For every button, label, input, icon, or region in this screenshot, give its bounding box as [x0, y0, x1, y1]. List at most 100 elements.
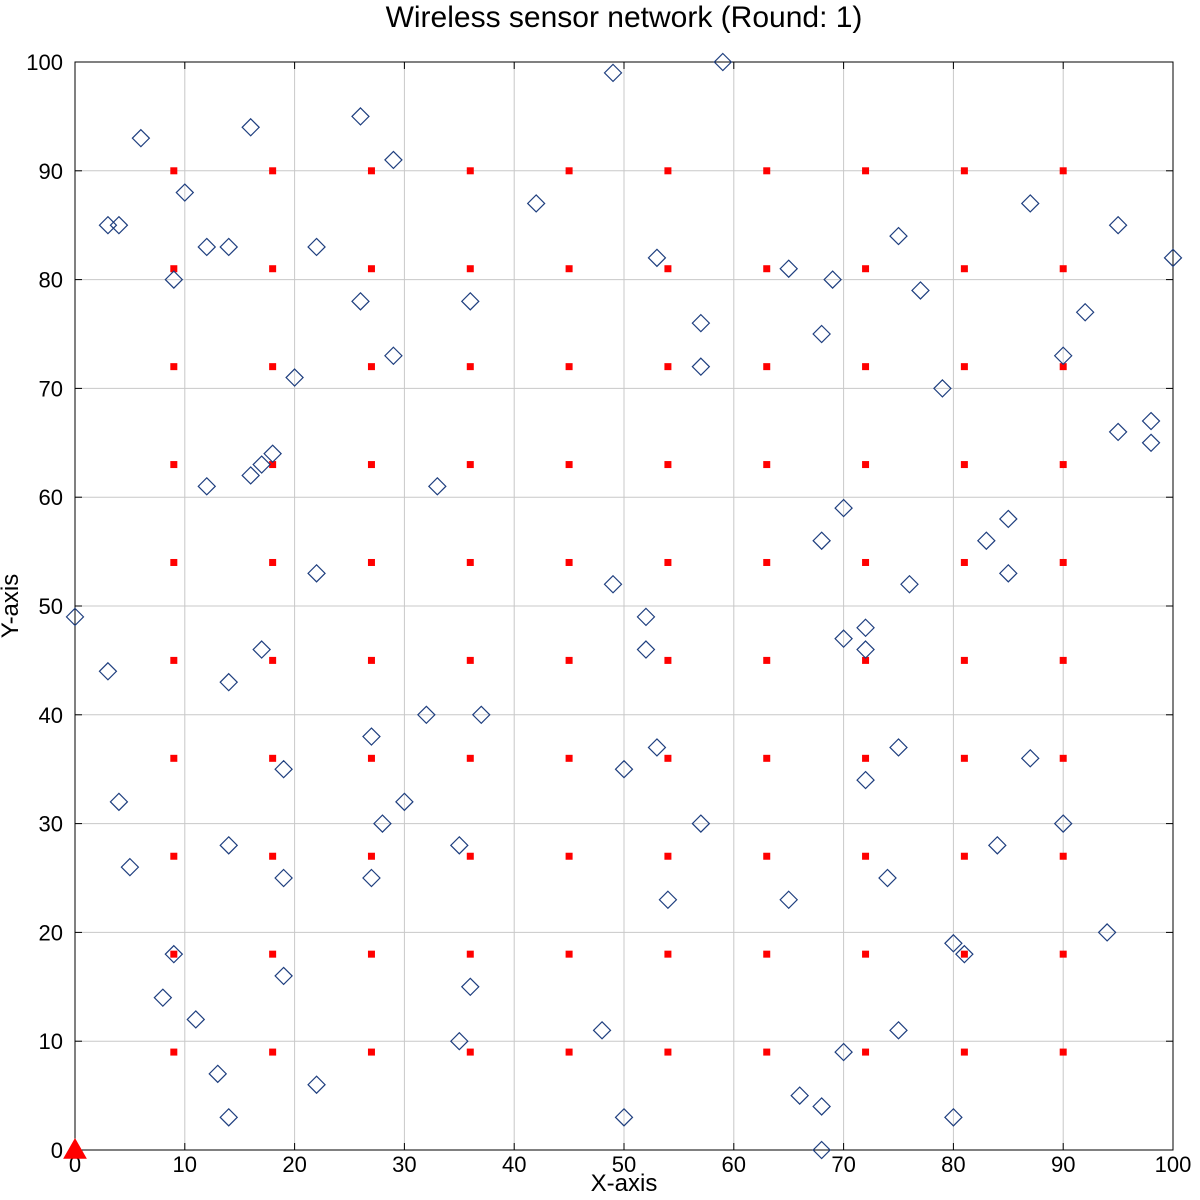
- sensor-node-point: [274, 966, 293, 986]
- grid-node-point: [664, 461, 672, 469]
- sensor-node-point: [252, 455, 272, 474]
- sensor-node-point: [98, 215, 118, 235]
- grid-node-point: [1059, 656, 1067, 664]
- sensor-node-point: [1108, 422, 1128, 442]
- sensor-node-point: [98, 661, 118, 681]
- grid-node-point: [960, 1048, 968, 1056]
- grid-node-point: [367, 1048, 375, 1056]
- sensor-node-point: [1141, 411, 1161, 431]
- sensor-node-point: [889, 226, 908, 246]
- sensor-node-point: [1053, 346, 1073, 366]
- grid-node-point: [367, 461, 375, 469]
- grid-node-point: [763, 167, 771, 175]
- sensor-node-point: [691, 814, 711, 833]
- x-tick-label: 60: [722, 1152, 746, 1177]
- sensor-node-point: [1097, 923, 1117, 942]
- grid-node-point: [862, 558, 870, 566]
- sensor-node-point: [285, 368, 304, 387]
- sensor-node-point: [274, 759, 293, 779]
- grid-node-point: [862, 167, 870, 175]
- sensor-node-point: [779, 259, 799, 279]
- sensor-node-point: [307, 1075, 326, 1095]
- grid-node-point: [565, 265, 573, 273]
- y-tick-label: 90: [39, 159, 63, 184]
- sensor-node-point: [526, 194, 546, 213]
- grid-node-point: [960, 754, 968, 762]
- grid-node-point: [763, 1048, 771, 1056]
- grid-node-point: [565, 754, 573, 762]
- sensor-node-point: [889, 738, 908, 757]
- sensor-node-point: [65, 607, 85, 627]
- axis-ticks: 0 10 20 30 40 50 60 70 80 90 100010203040506070809…: [26, 50, 1191, 1177]
- grid-node-point: [862, 363, 870, 371]
- grid-node-point: [565, 363, 573, 371]
- grid-node-point: [466, 167, 474, 175]
- x-tick-label: 50: [612, 1152, 636, 1177]
- sensor-node-point: [351, 107, 370, 126]
- grid-node-point: [367, 656, 375, 664]
- sensor-node-point: [812, 1097, 831, 1116]
- grid-node-point: [269, 461, 277, 469]
- sensor-node-point: [1141, 433, 1161, 453]
- sensor-node-point: [219, 836, 239, 855]
- sensor-node-point: [164, 944, 184, 964]
- sensor-node-point: [307, 237, 326, 257]
- sensor-node-point: [131, 128, 151, 148]
- grid-node-point: [960, 656, 968, 664]
- grid-node-point: [664, 852, 672, 860]
- sensor-node-point: [362, 727, 381, 746]
- grid-node-point: [664, 1048, 672, 1056]
- grid-node-point: [664, 754, 672, 762]
- sensor-node-point: [307, 564, 326, 583]
- grid-node-point: [367, 167, 375, 175]
- grid-node-point: [763, 461, 771, 469]
- grid-node-point: [763, 754, 771, 762]
- grid-node-point: [170, 167, 178, 175]
- sensor-node-point: [1075, 302, 1095, 322]
- grid-node-point: [1059, 558, 1067, 566]
- sensor-node-point: [175, 183, 195, 202]
- grid-node-point: [960, 558, 968, 566]
- sensor-node-point: [241, 117, 261, 137]
- grid-node-point: [269, 656, 277, 664]
- grid-node-point: [763, 558, 771, 566]
- grid-node-point: [664, 265, 672, 273]
- grid-node-point: [466, 461, 474, 469]
- grid-node-point: [466, 852, 474, 860]
- sensor-node-point: [219, 672, 239, 692]
- sensor-node-point: [384, 150, 403, 170]
- sensor-node-point: [471, 705, 491, 725]
- sensor-node-point: [911, 281, 930, 300]
- grid-node-point: [466, 265, 474, 273]
- sensor-node-point: [823, 270, 842, 289]
- grid-node-point: [664, 167, 672, 175]
- x-axis-label: X-axis: [591, 1170, 658, 1197]
- grid-node-point: [763, 950, 771, 958]
- grid-node-point: [1059, 461, 1067, 469]
- sensor-node-point: [834, 1042, 853, 1062]
- sensor-node-point: [417, 705, 436, 725]
- grid-node-point: [763, 656, 771, 664]
- grid-node-point: [960, 265, 968, 273]
- sensor-node-point: [186, 1010, 206, 1029]
- grid-node-point: [862, 461, 870, 469]
- grid-node-point: [367, 558, 375, 566]
- sensor-node-point: [460, 292, 480, 311]
- grid-node-point: [664, 656, 672, 664]
- sensor-node-point: [351, 292, 370, 311]
- grid-node-point: [170, 363, 178, 371]
- sensor-node-point: [812, 1140, 831, 1160]
- grid-node-point: [170, 852, 178, 860]
- sensor-node-point: [219, 1108, 239, 1127]
- grid-node-point: [367, 852, 375, 860]
- sensor-node-point: [164, 270, 184, 289]
- sensor-node-point: [636, 640, 656, 659]
- grid-node-point: [170, 1048, 178, 1056]
- grid-node-point: [862, 265, 870, 273]
- grid-node-point: [862, 950, 870, 958]
- grid-node-point: [1059, 167, 1067, 175]
- grid-node-point: [960, 852, 968, 860]
- sensor-node-point: [197, 476, 217, 496]
